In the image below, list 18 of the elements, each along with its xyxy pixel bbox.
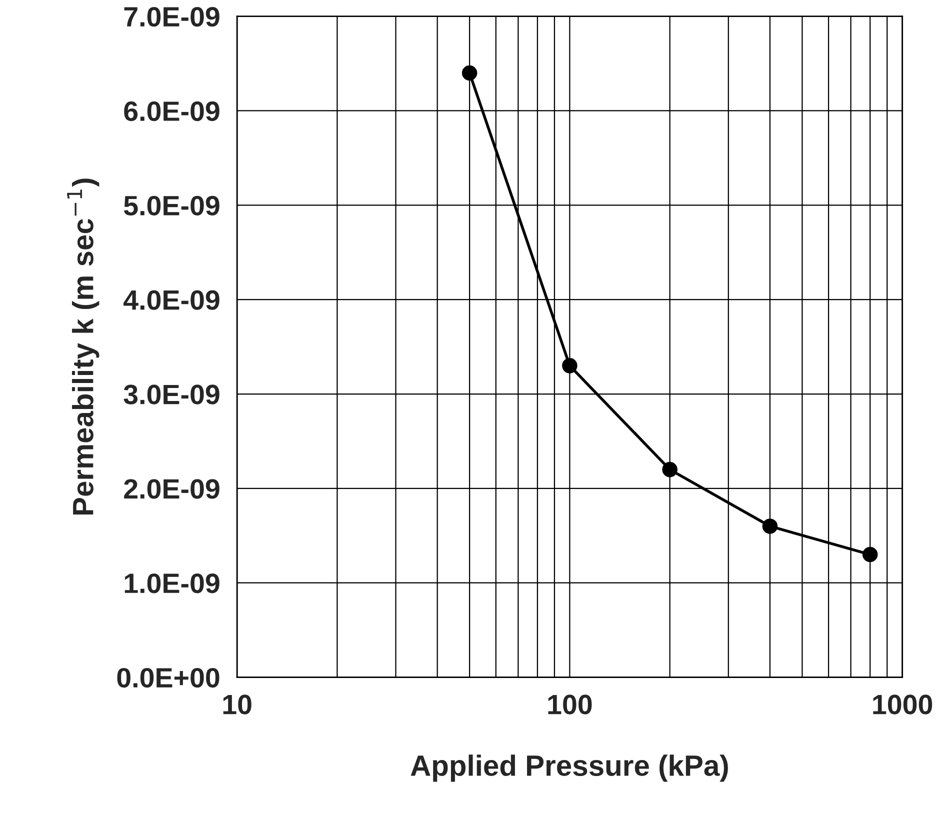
- x-tick-label: 100: [548, 694, 592, 714]
- x-tick-label: 10: [223, 694, 252, 714]
- y-tick-label: 7.0E-09: [124, 6, 220, 27]
- point: [662, 462, 678, 478]
- y-tick-label: 4.0E-09: [124, 290, 220, 310]
- x-tick-label: 1000: [873, 694, 932, 714]
- y-tick-label: 3.0E-09: [124, 384, 220, 404]
- y-tick-label: 6.0E-09: [124, 101, 220, 122]
- x-axis-title: Applied Pressure (kPa): [410, 754, 728, 782]
- point: [862, 546, 878, 562]
- y-axis-title: Permeability k (m sec$^{−1}$): [67, 178, 100, 514]
- y-tick-label: 0.0E+00: [117, 668, 220, 688]
- point: [462, 65, 478, 81]
- point: [562, 358, 578, 374]
- y-tick-label: 2.0E-09: [124, 479, 220, 499]
- y-tick-label: 1.0E-09: [124, 574, 220, 594]
- point: [762, 518, 778, 534]
- y-tick-label: 5.0E-09: [124, 196, 220, 216]
